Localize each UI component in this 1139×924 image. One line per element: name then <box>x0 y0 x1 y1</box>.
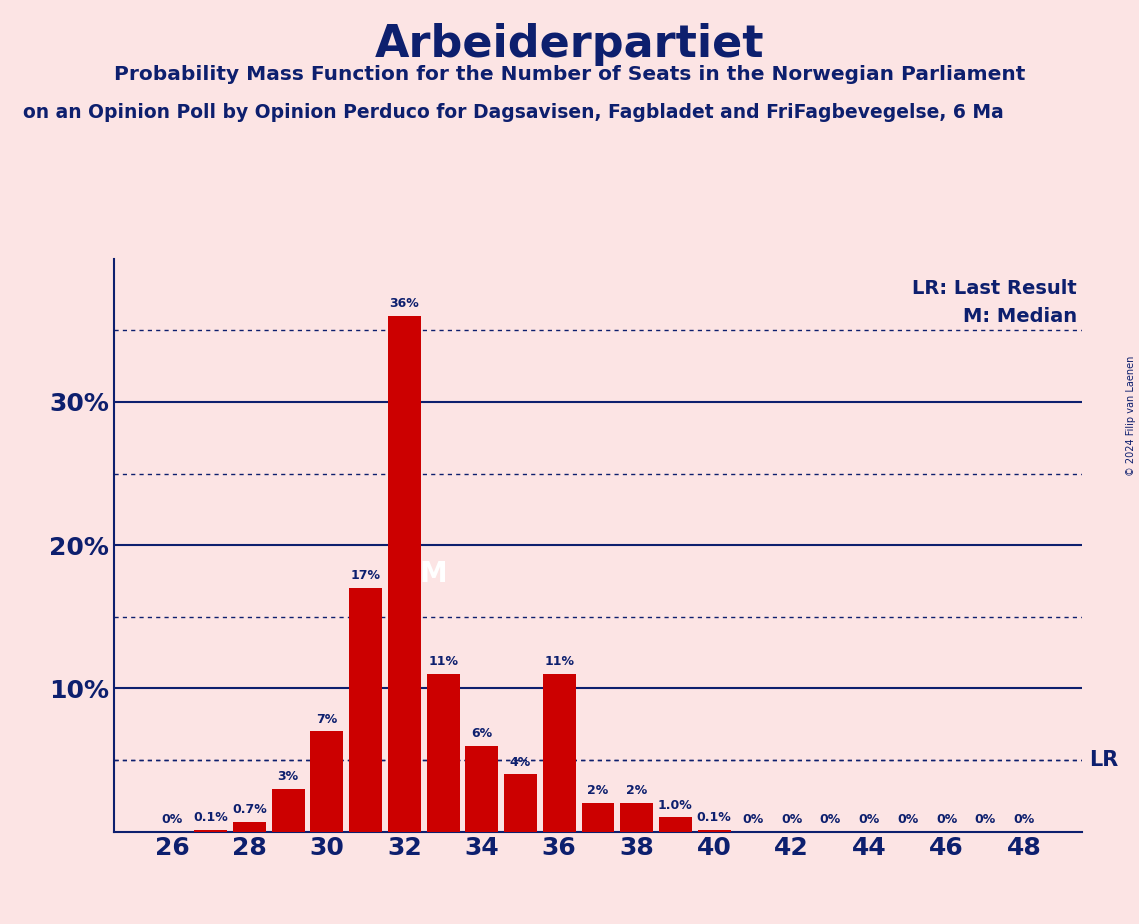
Text: 11%: 11% <box>544 655 574 668</box>
Text: 0.1%: 0.1% <box>194 811 228 824</box>
Text: 0%: 0% <box>820 813 841 826</box>
Text: M: Median: M: Median <box>964 308 1077 326</box>
Bar <box>659 817 691 832</box>
Text: 4%: 4% <box>510 756 531 769</box>
Text: 0%: 0% <box>781 813 802 826</box>
Bar <box>388 316 420 832</box>
Text: 36%: 36% <box>390 298 419 310</box>
Bar <box>427 675 459 832</box>
Text: on an Opinion Poll by Opinion Perduco for Dagsavisen, Fagbladet and FriFagbevege: on an Opinion Poll by Opinion Perduco fo… <box>23 103 1003 123</box>
Bar <box>233 821 265 832</box>
Text: Arbeiderpartiet: Arbeiderpartiet <box>375 23 764 67</box>
Bar <box>543 675 575 832</box>
Bar <box>582 803 614 832</box>
Text: 0%: 0% <box>743 813 763 826</box>
Text: 17%: 17% <box>351 569 380 582</box>
Bar <box>311 732 343 832</box>
Bar <box>505 774 536 832</box>
Text: 0%: 0% <box>162 813 182 826</box>
Text: 0%: 0% <box>859 813 879 826</box>
Text: 6%: 6% <box>472 727 492 740</box>
Bar <box>350 588 382 832</box>
Text: 0%: 0% <box>898 813 918 826</box>
Text: 11%: 11% <box>428 655 458 668</box>
Text: 0%: 0% <box>975 813 995 826</box>
Bar <box>621 803 653 832</box>
Text: M: M <box>419 560 446 588</box>
Text: 2%: 2% <box>588 784 608 797</box>
Bar <box>272 788 304 832</box>
Text: 0.7%: 0.7% <box>232 803 267 816</box>
Bar <box>195 830 227 832</box>
Text: © 2024 Filip van Laenen: © 2024 Filip van Laenen <box>1126 356 1136 476</box>
Text: LR: Last Result: LR: Last Result <box>912 279 1077 298</box>
Text: 0%: 0% <box>1014 813 1034 826</box>
Text: 0.1%: 0.1% <box>697 811 731 824</box>
Text: 2%: 2% <box>626 784 647 797</box>
Text: Probability Mass Function for the Number of Seats in the Norwegian Parliament: Probability Mass Function for the Number… <box>114 65 1025 84</box>
Text: LR: LR <box>1089 750 1118 770</box>
Text: 0%: 0% <box>936 813 957 826</box>
Bar <box>466 746 498 832</box>
Text: 3%: 3% <box>278 770 298 783</box>
Text: 1.0%: 1.0% <box>658 798 693 811</box>
Bar <box>698 830 730 832</box>
Text: 7%: 7% <box>317 712 337 725</box>
